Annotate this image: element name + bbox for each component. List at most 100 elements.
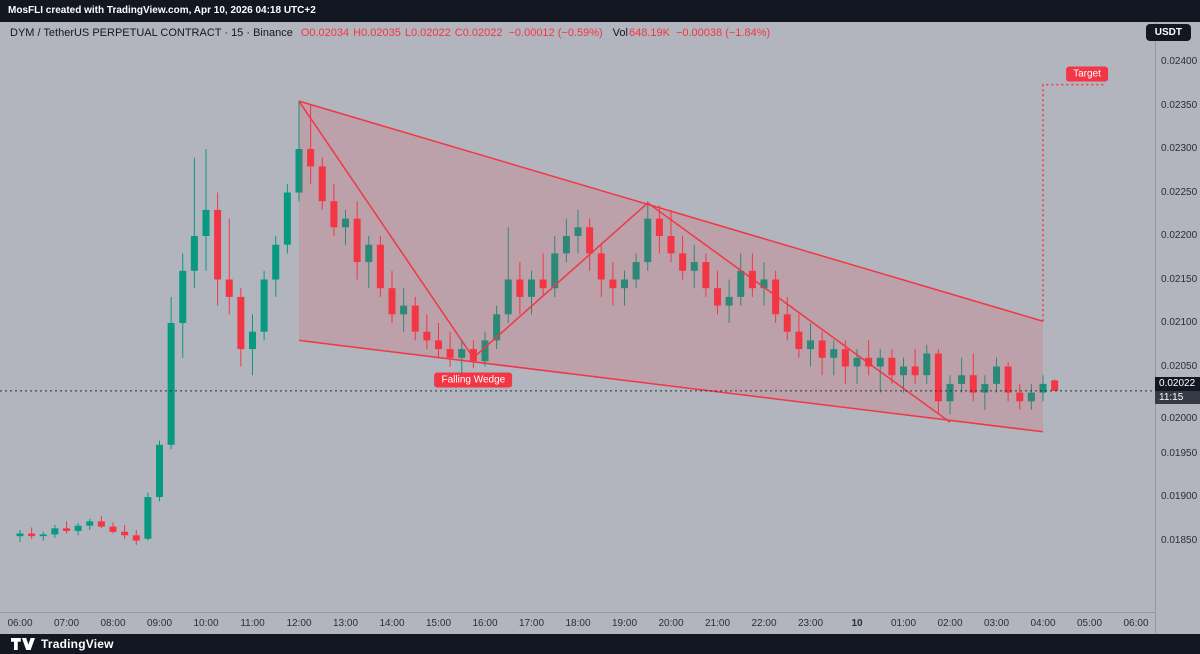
time-tick: 10:00 bbox=[193, 618, 219, 629]
falling-wedge-drawing[interactable] bbox=[298, 100, 1044, 433]
time-tick: 01:00 bbox=[890, 618, 917, 629]
candle bbox=[400, 288, 408, 332]
candle bbox=[249, 314, 256, 376]
tradingview-logo-icon bbox=[11, 638, 35, 650]
candle bbox=[28, 527, 36, 539]
currency-toggle-button[interactable]: USDT bbox=[1145, 24, 1191, 41]
legend-token: −0.00012 (−0.59%) bbox=[508, 27, 603, 39]
time-tick: 11:00 bbox=[240, 618, 265, 629]
price-tick: 0.02050 bbox=[1161, 360, 1198, 372]
candle bbox=[365, 236, 373, 289]
candle bbox=[818, 331, 826, 376]
candle bbox=[551, 236, 559, 297]
time-tick: 07:00 bbox=[53, 618, 80, 629]
time-tick: 18:00 bbox=[565, 618, 591, 629]
time-tick: 21:00 bbox=[704, 618, 731, 629]
candle bbox=[609, 262, 617, 306]
time-tick: 13:00 bbox=[332, 618, 359, 629]
candle bbox=[39, 531, 47, 541]
price-tick: 0.02400 bbox=[1161, 56, 1198, 67]
candle bbox=[388, 270, 396, 323]
candle bbox=[74, 523, 82, 536]
candle bbox=[841, 340, 849, 384]
attribution-text: MosFLI created with TradingView.com, Apr… bbox=[8, 5, 316, 16]
candle bbox=[993, 357, 1000, 393]
legend-token: 648.19K bbox=[628, 27, 670, 39]
candles-layer bbox=[16, 101, 1059, 545]
candle bbox=[411, 296, 419, 341]
footer-bar: TradingView bbox=[0, 634, 1200, 654]
time-tick: 14:00 bbox=[379, 618, 405, 629]
time-tick: 08:00 bbox=[100, 618, 126, 629]
symbol-legend: DYM / TetherUS PERPETUAL CONTRACT · 15 ·… bbox=[10, 27, 770, 39]
attribution-bar: MosFLI created with TradingView.com, Apr… bbox=[0, 0, 1200, 22]
candle bbox=[934, 349, 942, 415]
candle bbox=[574, 209, 582, 254]
candle bbox=[156, 440, 163, 502]
candle bbox=[1051, 379, 1059, 391]
candle bbox=[946, 375, 954, 415]
candle bbox=[16, 530, 24, 543]
candle bbox=[86, 518, 94, 531]
tradingview-brand[interactable]: TradingView bbox=[11, 637, 114, 651]
last-price-badge: 0.02022 11:15 bbox=[1155, 376, 1200, 404]
wedge-lower-trendline bbox=[298, 339, 1044, 433]
falling-wedge-label[interactable]: Falling Wedge bbox=[434, 372, 513, 388]
legend-token: Vol bbox=[612, 27, 628, 39]
target-label[interactable]: Target bbox=[1066, 66, 1108, 82]
candle bbox=[539, 253, 547, 297]
ohlc-values: O0.02034 H0.02035 L0.02022 C0.02022 −0.00012… bbox=[293, 27, 770, 39]
candle bbox=[318, 157, 326, 210]
target-projection-line[interactable] bbox=[1042, 83, 1105, 322]
legend-token: H0.02035 bbox=[353, 27, 401, 39]
candle bbox=[63, 521, 70, 534]
candle bbox=[958, 357, 966, 393]
candle bbox=[632, 253, 640, 289]
candle bbox=[621, 270, 628, 306]
candle bbox=[865, 340, 873, 376]
symbol-title[interactable]: DYM / TetherUS PERPETUAL CONTRACT · 15 ·… bbox=[10, 27, 293, 39]
candle bbox=[97, 516, 105, 529]
candle bbox=[795, 314, 803, 358]
price-tick: 0.02100 bbox=[1161, 317, 1198, 328]
candle bbox=[667, 209, 675, 263]
candle bbox=[214, 192, 222, 306]
time-tick: 05:00 bbox=[1076, 618, 1103, 629]
candle bbox=[714, 270, 721, 315]
candle bbox=[702, 253, 710, 297]
time-tick: 06:00 bbox=[1123, 618, 1149, 629]
candle bbox=[272, 236, 280, 297]
time-tick: 12:00 bbox=[286, 618, 312, 629]
time-tick: 17:00 bbox=[518, 618, 545, 629]
candle bbox=[1039, 375, 1047, 402]
price-tick: 0.02200 bbox=[1161, 230, 1198, 241]
candle bbox=[760, 262, 768, 306]
candle bbox=[132, 530, 140, 545]
candle bbox=[469, 340, 477, 369]
candle bbox=[295, 101, 303, 202]
price-scale[interactable]: 0.02400 0.02350 0.02300 0.02250 0.02200 0.021… bbox=[1155, 22, 1200, 634]
candle bbox=[283, 183, 291, 254]
wedge-upper-trendline bbox=[298, 100, 1044, 322]
candle bbox=[597, 244, 605, 297]
tradingview-wordmark: TradingView bbox=[41, 637, 114, 651]
time-tick: 15:00 bbox=[425, 618, 452, 629]
candle bbox=[516, 262, 524, 315]
price-tick: 0.01850 bbox=[1161, 534, 1198, 546]
candle bbox=[353, 201, 361, 280]
time-scale[interactable]: 06:00 07:00 08:00 09:00 10:00 11:00 12:00 13:00… bbox=[0, 612, 1155, 635]
candle bbox=[342, 209, 349, 245]
candle bbox=[586, 218, 594, 271]
candle bbox=[493, 305, 501, 350]
candle bbox=[179, 253, 187, 358]
time-tick: 10 bbox=[851, 618, 863, 629]
candle bbox=[481, 331, 489, 367]
time-tick: 06:00 bbox=[7, 618, 33, 629]
price-tick: 0.02250 bbox=[1161, 186, 1198, 198]
candle bbox=[225, 218, 233, 315]
candle bbox=[807, 323, 814, 367]
candle bbox=[655, 205, 663, 254]
time-tick: 02:00 bbox=[937, 618, 963, 629]
time-tick: 20:00 bbox=[658, 618, 684, 629]
